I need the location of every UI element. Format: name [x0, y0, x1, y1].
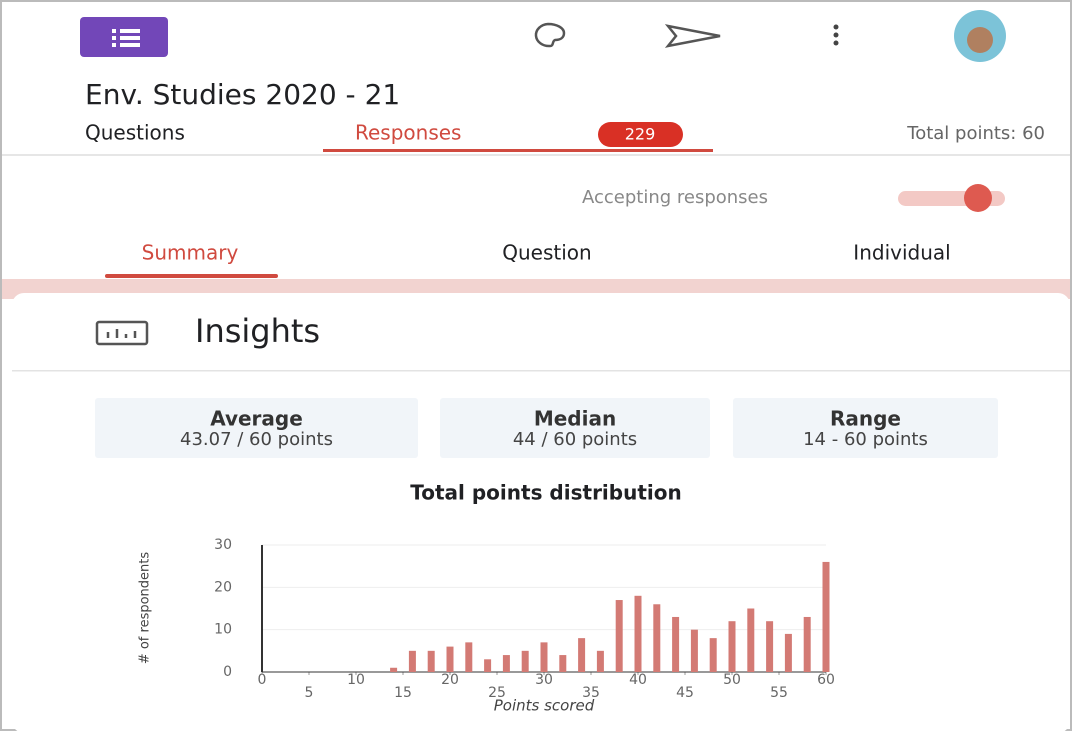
bar [578, 638, 585, 672]
bar [823, 562, 830, 672]
tab-responses[interactable]: Responses [355, 121, 461, 145]
bar [804, 617, 811, 672]
bar [428, 651, 435, 672]
x-axis-label: Points scored [494, 697, 595, 715]
subtab-question[interactable]: Question [502, 241, 591, 265]
stat-value: 43.07 / 60 points [180, 429, 333, 450]
subtab-indicator [105, 274, 278, 278]
tab-questions[interactable]: Questions [85, 121, 185, 145]
y-axis-label: # of respondents [138, 552, 153, 665]
stat-label: Average [210, 407, 303, 431]
y-tick-label: 10 [214, 622, 232, 638]
tab-indicator [323, 149, 713, 152]
x-tick-label: 45 [676, 685, 694, 701]
screen: Env. Studies 2020 - 21 Questions Respons… [0, 0, 1072, 731]
toggle-knob[interactable] [964, 184, 992, 212]
bar [729, 621, 736, 672]
bar [484, 659, 491, 672]
more-icon[interactable] [834, 25, 839, 46]
accepting-label: Accepting responses [582, 187, 768, 208]
bar [390, 668, 397, 672]
stat-label: Range [830, 407, 901, 431]
bar [653, 604, 660, 672]
subtab-summary[interactable]: Summary [142, 241, 239, 265]
y-tick-label: 20 [214, 579, 232, 595]
stat-value: 14 - 60 points [803, 429, 928, 450]
divider [12, 370, 1070, 372]
bar [541, 642, 548, 672]
response-count: 229 [625, 125, 656, 144]
bar [747, 609, 754, 673]
bar [597, 651, 604, 672]
y-tick-label: 0 [223, 664, 232, 680]
bar [672, 617, 679, 672]
avatar-face [967, 27, 993, 53]
bar [766, 621, 773, 672]
bar [503, 655, 510, 672]
x-tick-label: 55 [770, 685, 788, 701]
bar [447, 647, 454, 672]
bar [635, 596, 642, 672]
bar [691, 630, 698, 672]
total-points: Total points: 60 [906, 123, 1045, 144]
insights-title: Insights [195, 312, 320, 350]
bar [559, 655, 566, 672]
bar [409, 651, 416, 672]
chart-title: Total points distribution [410, 481, 681, 505]
subtab-individual[interactable]: Individual [853, 241, 950, 265]
form-title: Env. Studies 2020 - 21 [85, 78, 400, 111]
x-tick-label: 15 [394, 685, 412, 701]
divider [2, 154, 1070, 156]
bar [465, 642, 472, 672]
stat-value: 44 / 60 points [513, 429, 637, 450]
y-tick-label: 30 [214, 537, 232, 553]
bar [710, 638, 717, 672]
bar [522, 651, 529, 672]
x-tick-label: 5 [305, 685, 314, 701]
bar [616, 600, 623, 672]
stat-label: Median [534, 407, 616, 431]
bar [785, 634, 792, 672]
